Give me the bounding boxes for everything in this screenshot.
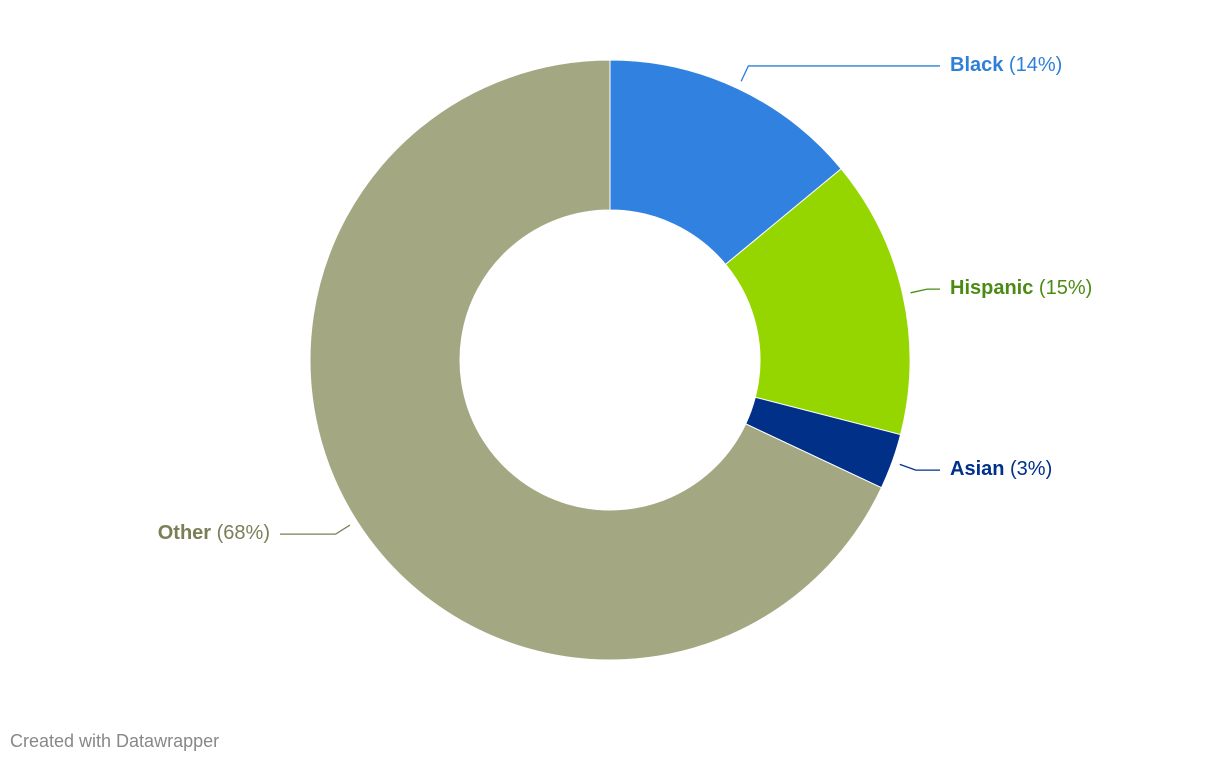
leader-line bbox=[280, 524, 351, 535]
label-name: Asian bbox=[950, 458, 1004, 480]
leader-line bbox=[910, 288, 940, 294]
label-name: Other bbox=[158, 522, 212, 544]
label-value: (68%) bbox=[211, 522, 270, 544]
label-value: (14%) bbox=[1003, 54, 1062, 76]
slice bbox=[724, 168, 911, 436]
slice bbox=[609, 59, 842, 266]
slice-label: Other (68%) bbox=[158, 522, 270, 544]
leader-line bbox=[899, 463, 940, 471]
label-name: Hispanic bbox=[950, 277, 1033, 299]
label-value: (15%) bbox=[1033, 277, 1092, 299]
leader-line bbox=[740, 65, 940, 82]
slice-label: Hispanic (15%) bbox=[950, 277, 1092, 299]
slice-label: Black (14%) bbox=[950, 54, 1062, 76]
slice-label: Asian (3%) bbox=[950, 458, 1052, 480]
slice bbox=[309, 59, 883, 661]
label-value: (3%) bbox=[1004, 458, 1052, 480]
footer: Created with Datawrapper bbox=[10, 731, 219, 751]
label-name: Black bbox=[950, 54, 1004, 76]
